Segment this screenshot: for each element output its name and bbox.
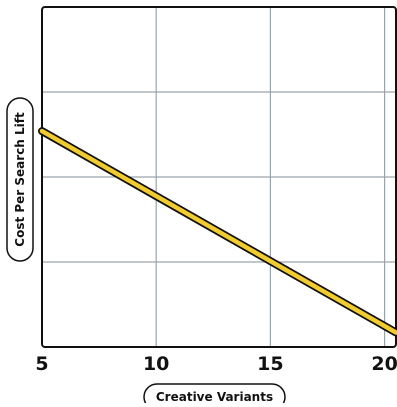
- x-tick-label-20: 20: [371, 353, 397, 375]
- grid: [42, 7, 396, 347]
- series-0-line: [39, 128, 397, 335]
- plot-frame: [41, 6, 397, 348]
- series-layer: [38, 127, 397, 337]
- x-axis-label-text: Creative Variants: [156, 390, 273, 403]
- y-axis-label-pill: [6, 97, 34, 262]
- x-axis-label: Creative Variants: [143, 383, 286, 407]
- x-tick-label-10: 10: [143, 353, 169, 375]
- x-tick-label-5: 5: [35, 353, 48, 375]
- y-axis-label: Cost Per Search Lift: [6, 97, 34, 262]
- y-axis-label-text: Cost Per Search Lift: [13, 112, 27, 247]
- x-tick-labels: 5 10 15 20: [35, 353, 397, 375]
- x-tick-label-15: 15: [257, 353, 283, 375]
- x-axis-label-pill: [143, 383, 286, 407]
